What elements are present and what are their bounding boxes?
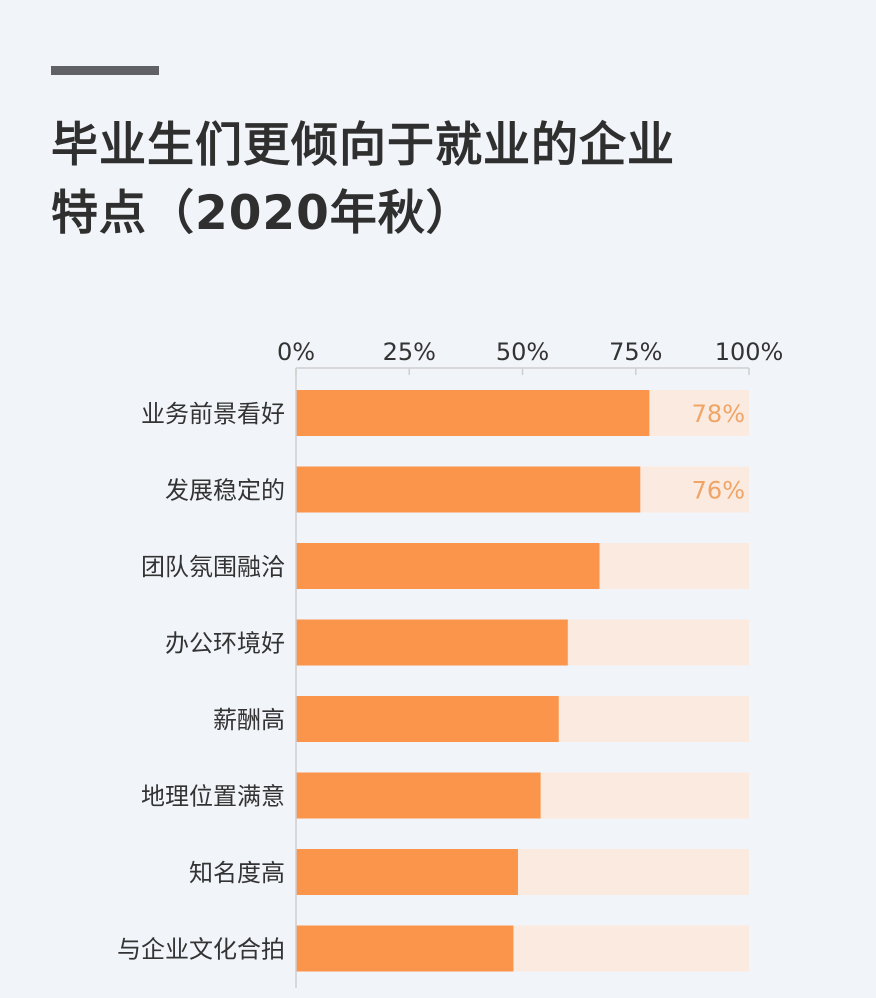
bar [296, 390, 650, 436]
x-tick-label: 0% [277, 338, 315, 366]
data-label: 76% [692, 477, 745, 505]
x-tick-label: 100% [715, 338, 784, 366]
bar [296, 849, 518, 895]
category-label: 办公环境好 [165, 630, 285, 658]
bar [296, 466, 641, 513]
bar [296, 619, 568, 666]
x-tick-label: 50% [496, 338, 549, 366]
chart-title-line-1: 毕业生们更倾向于就业的企业 [51, 118, 675, 173]
data-label: 78% [692, 400, 745, 428]
category-label: 与企业文化合拍 [117, 936, 285, 964]
chart-title: 毕业生们更倾向于就业的企业 特点（2020年秋） [51, 112, 811, 248]
category-label: 团队氛围融洽 [141, 553, 285, 581]
title-accent-bar [51, 66, 159, 75]
x-tick-label: 25% [383, 338, 436, 366]
bar [296, 925, 514, 972]
category-label: 知名度高 [189, 859, 285, 887]
bar [296, 543, 600, 589]
chart-title-line-2: 特点（2020年秋） [51, 186, 474, 241]
bar [296, 696, 559, 742]
x-tick-label: 75% [609, 338, 662, 366]
category-label: 业务前景看好 [141, 400, 285, 428]
category-label: 薪酬高 [213, 706, 285, 734]
category-label: 发展稳定的 [165, 477, 285, 505]
category-label: 地理位置满意 [141, 783, 285, 811]
bar [296, 772, 541, 819]
